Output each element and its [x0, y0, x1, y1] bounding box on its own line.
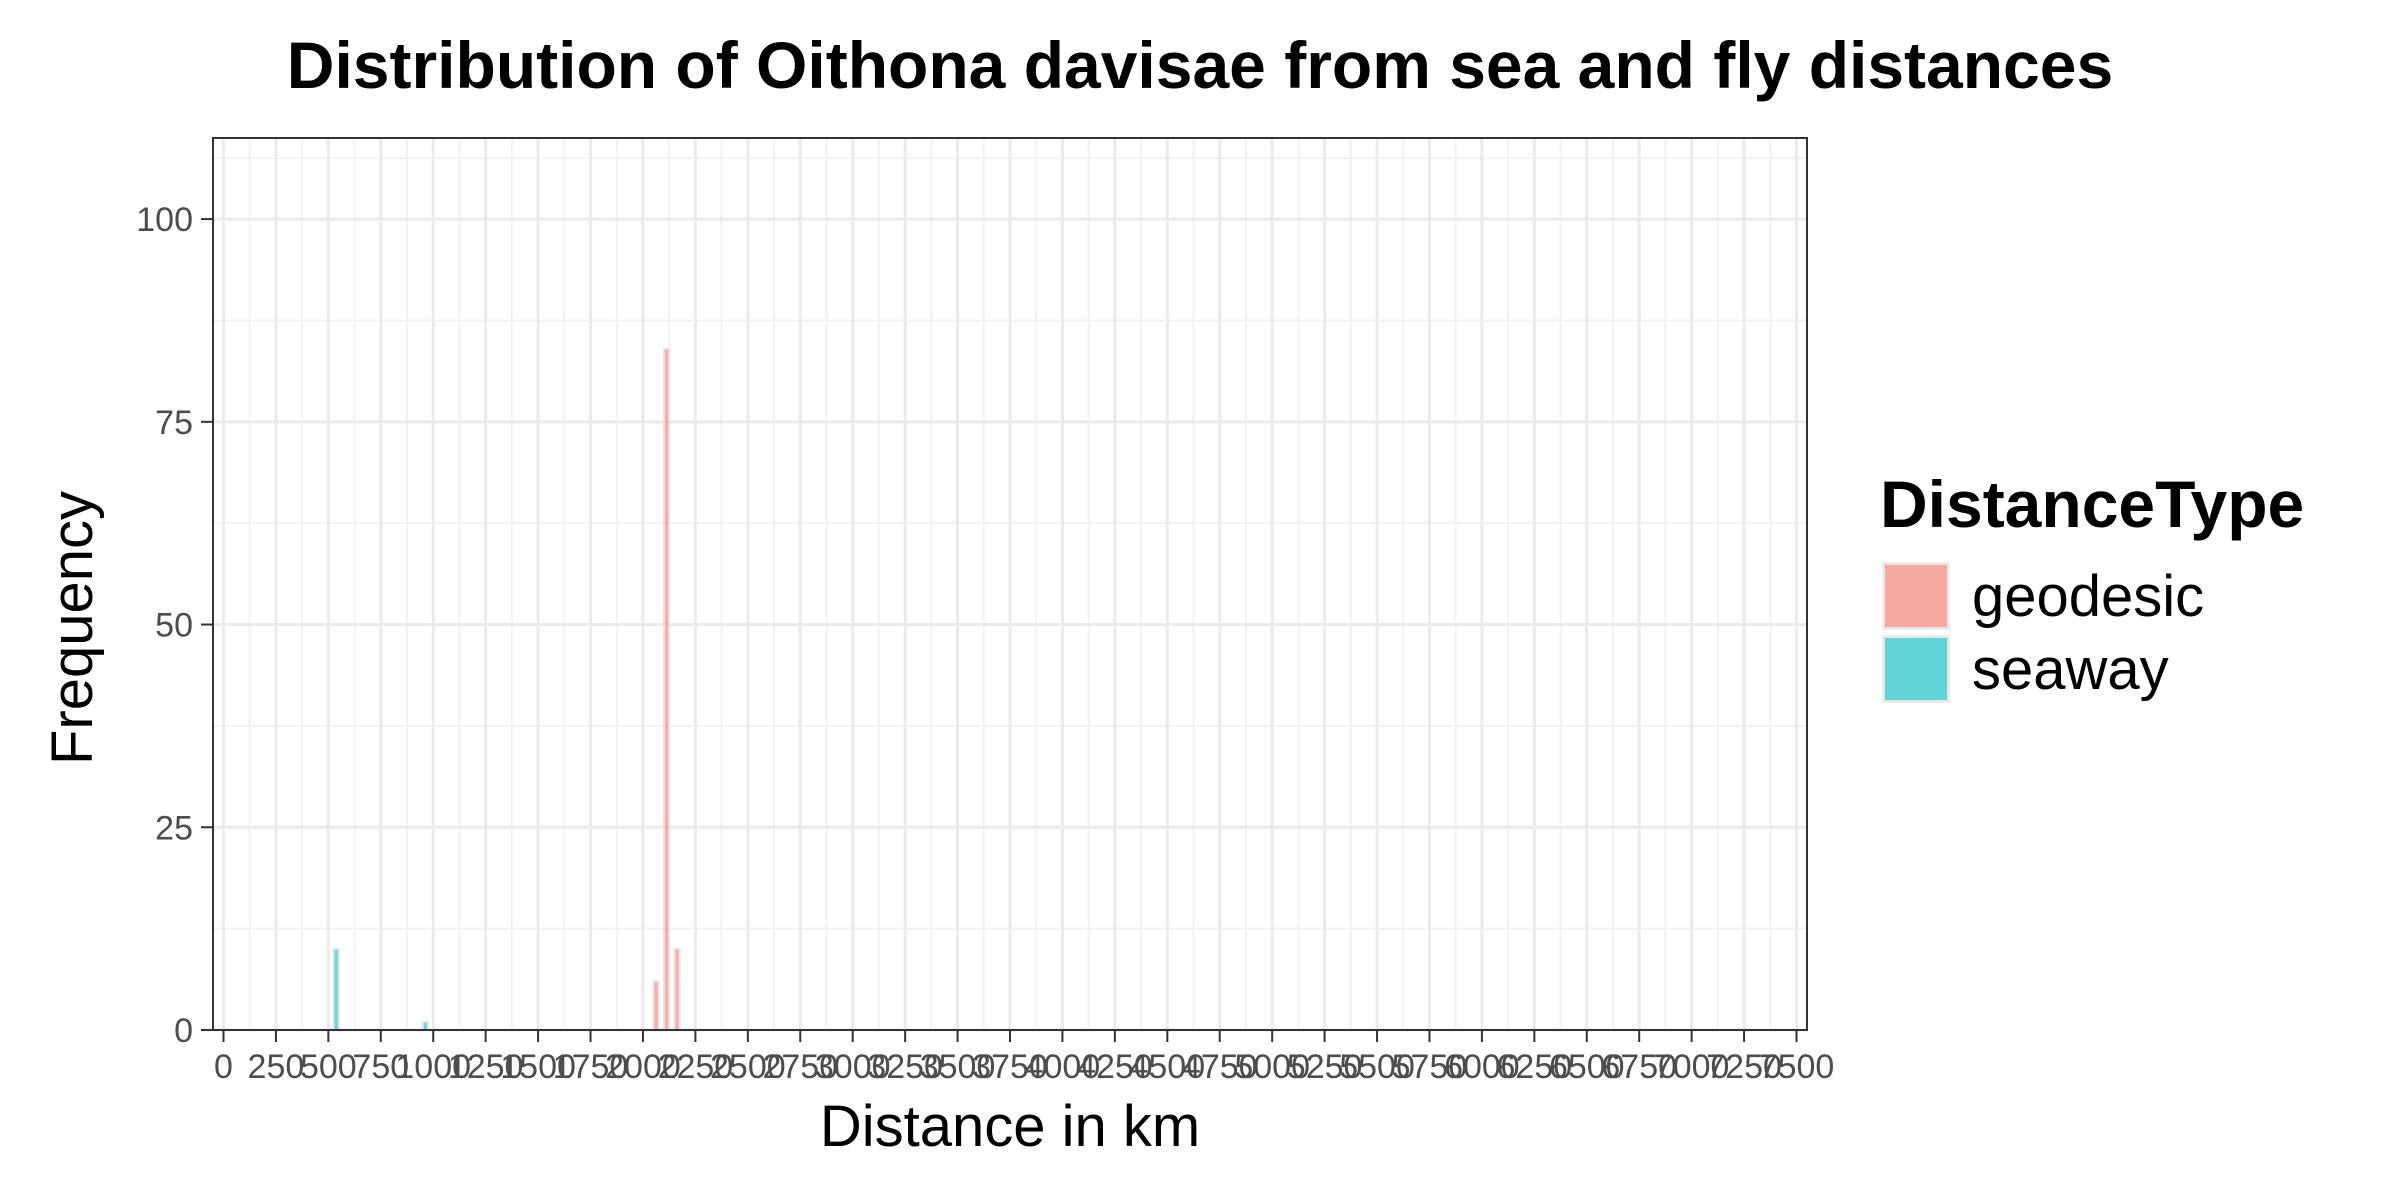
x-tick-label: 5750 — [1392, 1048, 1468, 1086]
x-tick-label: 1500 — [500, 1048, 576, 1086]
x-tick-label: 2750 — [762, 1048, 838, 1086]
x-tick-label: 2500 — [710, 1048, 786, 1086]
legend-swatch-geodesic — [1883, 563, 1949, 629]
x-tick-label: 6500 — [1549, 1048, 1625, 1086]
legend: DistanceType geodesic seaway — [1880, 467, 2304, 703]
x-tick-label: 4250 — [1077, 1048, 1153, 1086]
x-tick-label: 7250 — [1706, 1048, 1782, 1086]
legend-swatch-seaway — [1883, 636, 1949, 702]
bar-seaway — [332, 947, 340, 1032]
x-tick-label: 0 — [214, 1048, 233, 1086]
x-tick-label: 6000 — [1444, 1048, 1520, 1086]
bar-geodesic — [662, 347, 671, 1031]
x-tick-label: 4000 — [1025, 1048, 1101, 1086]
y-tick-label: 50 — [155, 607, 193, 645]
x-tick-label: 1000 — [395, 1048, 471, 1086]
x-axis-title: Distance in km — [820, 1094, 1200, 1159]
x-tick-label: 6750 — [1601, 1048, 1677, 1086]
y-axis-title: Frequency — [40, 491, 105, 765]
chart-title: Distribution of Oithona davisae from sea… — [287, 28, 2113, 102]
x-tick-label: 2000 — [605, 1048, 681, 1086]
y-tick-label: 25 — [155, 809, 193, 847]
bar-seaway — [421, 1020, 429, 1032]
y-tick-label: 75 — [155, 404, 193, 442]
x-tick-label: 3250 — [867, 1048, 943, 1086]
x-axis: 0 250500750100012501500175020002250250027… — [214, 1030, 1834, 1086]
x-tick-label: 5250 — [1287, 1048, 1363, 1086]
bar-geodesic — [652, 980, 660, 1032]
x-tick-label: 750 — [352, 1048, 409, 1086]
x-tick-label: 7500 — [1759, 1048, 1835, 1086]
bar-geodesic — [673, 947, 681, 1032]
x-tick-label: 3500 — [920, 1048, 996, 1086]
y-tick-label: 100 — [136, 201, 193, 239]
x-tick-label: 500 — [300, 1048, 357, 1086]
legend-label-seaway: seaway — [1972, 637, 2169, 702]
grid-major — [213, 138, 1807, 1032]
x-tick-label: 3000 — [815, 1048, 891, 1086]
x-tick-label: 4500 — [1129, 1048, 1205, 1086]
x-tick-label: 2250 — [658, 1048, 734, 1086]
x-tick-label: 1250 — [448, 1048, 524, 1086]
x-tick-label: 5500 — [1339, 1048, 1415, 1086]
x-tick-label: 4750 — [1182, 1048, 1258, 1086]
y-tick-label: 0 — [174, 1012, 193, 1050]
legend-title: DistanceType — [1880, 467, 2304, 541]
x-tick-label: 6250 — [1497, 1048, 1573, 1086]
x-tick-label: 7000 — [1654, 1048, 1730, 1086]
x-tick-label: 3750 — [972, 1048, 1048, 1086]
legend-label-geodesic: geodesic — [1972, 564, 2204, 629]
y-axis: 0 25 50 75 100 — [136, 201, 213, 1050]
x-tick-label: 1750 — [553, 1048, 629, 1086]
x-tick-label: 5000 — [1234, 1048, 1310, 1086]
x-tick-label: 250 — [248, 1048, 305, 1086]
